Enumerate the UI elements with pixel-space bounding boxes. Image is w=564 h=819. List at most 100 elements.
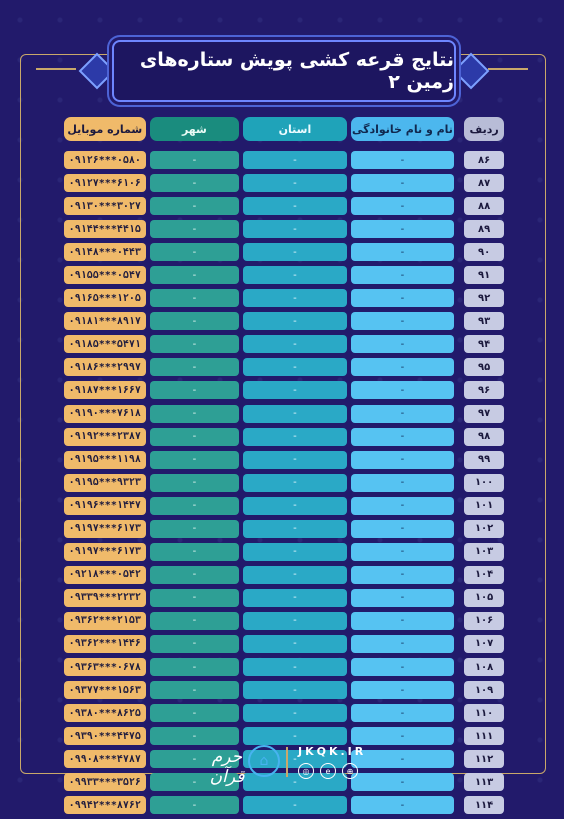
city-cell: - xyxy=(149,588,240,607)
name-cell: - xyxy=(350,473,455,492)
city-cell: - xyxy=(149,450,240,469)
row-number-cell: ۹۲ xyxy=(464,289,504,308)
province-cell: - xyxy=(243,727,347,746)
table-row: ۰۹۳۶۲***۲۱۵۳- - -۱۰۶ xyxy=(64,611,504,630)
city-cell: - xyxy=(149,658,240,677)
mobile-cell: ۰۹۱۵۵***۰۵۴۷ xyxy=(64,266,146,285)
table-row: ۰۹۱۲۶***۰۵۸۰- - -۸۶ xyxy=(64,151,504,169)
table-row: ۰۹۱۹۵***۹۳۲۳- - -۱۰۰ xyxy=(64,473,504,492)
city-cell: - xyxy=(149,220,240,239)
page-title: نتایج قرعه کشی پویش ستاره‌های زمین ۲ xyxy=(139,49,454,93)
name-cell: - xyxy=(350,243,455,262)
mobile-cell: ۰۹۲۱۸***۰۵۴۲ xyxy=(64,565,146,584)
city-cell: - xyxy=(149,634,240,653)
mobile-cell: ۰۹۳۳۹***۲۲۳۲ xyxy=(64,588,146,607)
city-cell: - xyxy=(149,312,240,331)
mobile-cell: ۰۹۳۶۳***۰۶۷۸ xyxy=(64,658,146,677)
table-row: ۰۹۳۷۷***۱۵۶۳- - -۱۰۹ xyxy=(64,681,504,700)
table-row: ۰۹۱۹۵***۱۱۹۸- - -۹۹ xyxy=(64,450,504,469)
name-cell: - xyxy=(350,634,455,653)
footer: حرم قرآن ⌂ JKQK.IR ◎ e ⊕ xyxy=(0,745,564,787)
mobile-cell: ۰۹۳۶۲***۲۱۵۳ xyxy=(64,611,146,630)
table-row: ۰۹۱۴۸***۰۴۴۳- - -۹۰ xyxy=(64,243,504,262)
name-cell: - xyxy=(350,681,455,700)
row-number-cell: ۱۱۱ xyxy=(464,727,504,746)
table-row: ۰۹۱۸۱***۸۹۱۷- - -۹۳ xyxy=(64,312,504,331)
mobile-cell: ۰۹۱۹۲***۲۳۸۷ xyxy=(64,427,146,446)
province-cell: - xyxy=(243,220,347,239)
table-body: ۰۹۱۲۶***۰۵۸۰- - -۸۶ ۰۹۱۲۷***۶۱۰۶- - -۸۷ ۰۹۱۳۰*… xyxy=(64,151,504,815)
mobile-cell: ۰۹۱۸۶***۲۹۹۷ xyxy=(64,358,146,377)
row-number-cell: ۱۱۳ xyxy=(464,773,504,792)
table-row: ۰۹۱۶۵***۱۲۰۵- - -۹۲ xyxy=(64,289,504,308)
province-cell: - xyxy=(243,427,347,446)
mobile-cell: ۰۹۱۸۵***۵۴۷۱ xyxy=(64,335,146,354)
city-cell: - xyxy=(149,750,240,769)
header-name: نام و نام خانوادگی xyxy=(350,117,455,141)
province-cell: - xyxy=(243,404,347,423)
province-cell: - xyxy=(243,266,347,285)
province-cell: - xyxy=(243,473,347,492)
city-cell: - xyxy=(149,381,240,400)
mobile-cell: ۰۹۹۴۲***۸۷۶۲ xyxy=(64,796,146,815)
name-cell: - xyxy=(350,220,455,239)
ornament-line-right xyxy=(488,68,528,70)
table-row: ۰۹۳۶۳***۰۶۷۸- - -۱۰۸ xyxy=(64,658,504,677)
website-url[interactable]: JKQK.IR xyxy=(298,745,367,758)
row-number-cell: ۱۱۰ xyxy=(464,704,504,723)
table-row: ۰۹۹۴۲***۸۷۶۲- - -۱۱۴ xyxy=(64,796,504,815)
row-number-cell: ۸۶ xyxy=(464,151,504,169)
province-cell: - xyxy=(243,796,347,815)
province-cell: - xyxy=(243,588,347,607)
table-header: شماره موبایل شهر استان نام و نام خانوادگ… xyxy=(64,117,504,141)
mobile-cell: ۰۹۱۹۷***۶۱۷۳ xyxy=(64,519,146,538)
city-cell: - xyxy=(149,704,240,723)
row-number-cell: ۱۰۲ xyxy=(464,519,504,538)
city-cell: - xyxy=(149,565,240,584)
province-cell: - xyxy=(243,289,347,308)
row-number-cell: ۸۸ xyxy=(464,197,504,216)
name-cell: - xyxy=(350,704,455,723)
name-cell: - xyxy=(350,312,455,331)
city-cell: - xyxy=(149,681,240,700)
name-cell: - xyxy=(350,796,455,815)
name-cell: - xyxy=(350,450,455,469)
ornament-line-left xyxy=(36,68,76,70)
name-cell: - xyxy=(350,588,455,607)
eitaa-icon[interactable]: e xyxy=(320,763,336,779)
results-table: شماره موبایل شهر استان نام و نام خانوادگ… xyxy=(64,117,504,819)
instagram-icon[interactable]: ◎ xyxy=(298,763,314,779)
mobile-cell: ۰۹۱۲۶***۰۵۸۰ xyxy=(64,151,146,169)
table-row: ۰۹۱۸۶***۲۹۹۷- - -۹۵ xyxy=(64,358,504,377)
globe-icon[interactable]: ⊕ xyxy=(342,763,358,779)
row-number-cell: ۱۰۹ xyxy=(464,681,504,700)
row-number-cell: ۱۰۳ xyxy=(464,542,504,561)
city-cell: - xyxy=(149,335,240,354)
mobile-cell: ۰۹۱۴۸***۰۴۴۳ xyxy=(64,243,146,262)
city-cell: - xyxy=(149,197,240,216)
row-number-cell: ۱۰۱ xyxy=(464,496,504,515)
name-cell: - xyxy=(350,335,455,354)
province-cell: - xyxy=(243,519,347,538)
province-cell: - xyxy=(243,542,347,561)
table-row: ۰۹۱۹۰***۷۶۱۸- - -۹۷ xyxy=(64,404,504,423)
row-number-cell: ۸۷ xyxy=(464,174,504,193)
mobile-cell: ۰۹۳۶۲***۱۴۴۶ xyxy=(64,634,146,653)
city-cell: - xyxy=(149,473,240,492)
province-cell: - xyxy=(243,151,347,169)
mobile-cell: ۰۹۱۲۷***۶۱۰۶ xyxy=(64,174,146,193)
row-number-cell: ۹۷ xyxy=(464,404,504,423)
row-number-cell: ۱۰۸ xyxy=(464,658,504,677)
name-cell: - xyxy=(350,266,455,285)
table-row: ۰۹۱۳۰***۳۰۲۷- - -۸۸ xyxy=(64,197,504,216)
province-cell: - xyxy=(243,312,347,331)
city-cell: - xyxy=(149,611,240,630)
name-cell: - xyxy=(350,151,455,169)
row-number-cell: ۱۱۲ xyxy=(464,750,504,769)
province-cell: - xyxy=(243,381,347,400)
city-cell: - xyxy=(149,174,240,193)
table-row: ۰۹۳۳۹***۲۲۳۲- - -۱۰۵ xyxy=(64,588,504,607)
row-number-cell: ۹۹ xyxy=(464,450,504,469)
province-cell: - xyxy=(243,496,347,515)
province-cell: - xyxy=(243,335,347,354)
